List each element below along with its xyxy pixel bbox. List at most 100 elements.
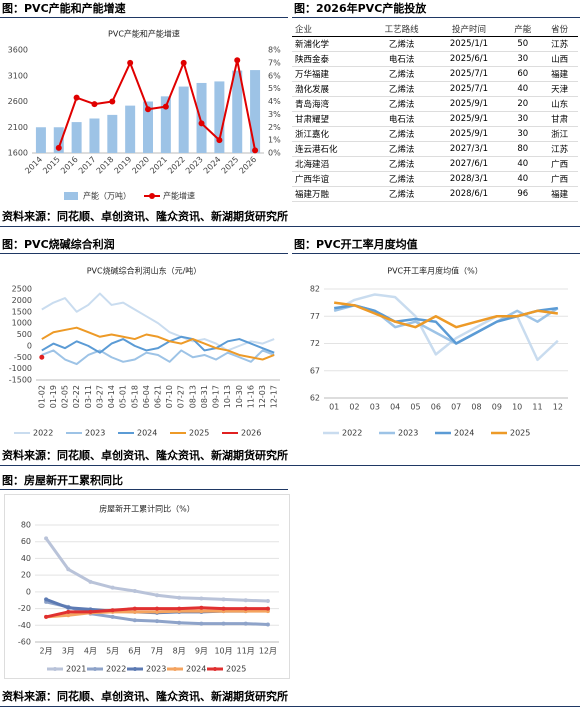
x-tick-label: 04	[390, 403, 400, 412]
x-tick-label: 01-19	[49, 385, 58, 408]
source: 资料来源：同花顺、卓创资讯、隆众资讯、新湖期货研究所	[0, 208, 580, 227]
y-tick-label: -1500	[9, 376, 32, 385]
y-tick-label: 500	[17, 330, 32, 339]
x-tick-label: 06-04	[142, 385, 151, 408]
x-tick-label: 6月	[128, 647, 141, 656]
legend-label: 2025	[189, 429, 209, 438]
marker	[73, 94, 80, 101]
x-tick-label: 7月	[150, 647, 163, 656]
table-row: 新浦化学 乙烯法 2025/1/1 50 江苏	[292, 36, 578, 52]
marker	[162, 103, 169, 110]
marker	[110, 614, 115, 619]
y-tick-label: 7%	[268, 58, 281, 67]
heading: 图：PVC烧碱综合利润	[0, 236, 288, 254]
marker	[44, 597, 49, 602]
marker	[221, 606, 226, 611]
table-cell: 企业	[292, 22, 370, 37]
marker	[66, 609, 71, 614]
legend-label: 2023	[85, 429, 105, 438]
bar	[71, 122, 82, 153]
y-tick-label: 1000	[12, 319, 32, 328]
marker	[155, 609, 159, 614]
marker	[265, 599, 270, 604]
table-cell: 2025/9/1	[433, 96, 505, 112]
y-tick-label: 2100	[8, 123, 28, 132]
table-cell: 投产时间	[433, 22, 505, 37]
legend-label: 2022	[342, 429, 362, 438]
marker	[221, 621, 226, 626]
x-tick-label: 03	[370, 403, 380, 412]
x-tick-label: 02-22	[72, 385, 81, 408]
source: 资料来源：同花顺、卓创资讯、隆众资讯、新湖期货研究所	[0, 447, 580, 466]
table-cell: 乙烯法	[369, 36, 434, 52]
bar	[53, 127, 64, 153]
x-tick-label: 10-13	[223, 385, 232, 408]
y-tick-label: -500	[14, 353, 32, 362]
chart-title: PVC产能和产能增速	[108, 29, 180, 39]
table-cell: 乙烯法	[369, 156, 434, 172]
marker	[109, 98, 116, 105]
y-tick-label: 2000	[12, 296, 32, 305]
legend-label: 产能（万吨）	[83, 191, 131, 201]
y-tick-label: 3100	[8, 71, 28, 80]
y-tick-label: 40	[21, 554, 31, 563]
marker	[180, 59, 187, 66]
legend-label: 2022	[106, 665, 126, 674]
y-tick-label: -1000	[9, 364, 32, 373]
chart-title: 房屋新开工累计同比（%）	[99, 504, 195, 514]
table-row: 万华福建 乙烯法 2025/7/1 60 福建	[292, 66, 578, 82]
bar	[160, 96, 171, 153]
x-tick-label: 02	[349, 403, 359, 412]
x-tick-label: 2024	[202, 155, 223, 176]
legend-label: 2024	[137, 429, 157, 438]
table-cell: 福建	[541, 66, 578, 82]
marker	[199, 609, 204, 614]
x-tick-label: 08	[471, 403, 481, 412]
table-cell: 连云港石化	[292, 141, 370, 157]
x-tick-label: 2020	[130, 155, 151, 176]
y-tick-label: -60	[18, 638, 31, 647]
table-cell: 产能	[504, 22, 542, 37]
table-box: 企业 工艺路线 投产时间 产能 省份 新浦化学 乙烯法 2025/1/1 50 江苏 陕西金泰 电石法…	[292, 22, 578, 202]
y-tick-label: 2%	[268, 123, 281, 132]
marker	[155, 606, 159, 611]
table-row: 广西华谊 乙烯法 2028/3/1 40 广西	[292, 171, 578, 187]
x-tick-label: 02-05	[61, 385, 70, 408]
source: 资料来源：同花顺、卓创资讯、隆众资讯、新湖期货研究所	[0, 688, 580, 707]
table-cell: 甘肃耀望	[292, 111, 370, 127]
y-tick-label: 72	[310, 339, 320, 348]
table-cell: 电石法	[369, 51, 434, 67]
bar	[143, 101, 153, 153]
x-tick-label: 05-18	[130, 385, 139, 408]
heading: 图：PVC开工率月度均值	[292, 236, 580, 254]
series-line	[41, 326, 275, 361]
table-cell: 2028/3/1	[433, 171, 505, 187]
table-cell: 北海建滔	[292, 156, 370, 172]
x-tick-label: 2025	[220, 155, 241, 176]
x-tick-label: 04-14	[107, 385, 116, 408]
table-cell: 乙烯法	[369, 81, 434, 97]
x-tick-label: 03-11	[84, 385, 93, 408]
table-cell: 50	[504, 36, 542, 52]
marker	[252, 147, 259, 154]
x-tick-label: 11月	[237, 647, 255, 656]
table-cell: 广西华谊	[292, 171, 370, 187]
x-tick-label: 2023	[184, 155, 205, 176]
table-cell: 浙江	[541, 126, 578, 142]
marker	[155, 593, 159, 598]
chart-title: PVC开工率月度均值（%）	[387, 266, 482, 276]
bar	[125, 105, 136, 153]
legend-label: 2023	[398, 429, 418, 438]
table-cell: 万华福建	[292, 66, 370, 82]
marker	[88, 609, 93, 614]
legend-label: 2025	[510, 429, 530, 438]
x-tick-label: 3月	[62, 647, 75, 656]
table-row: 青岛海湾 乙烯法 2025/9/1 20 山东	[292, 96, 578, 112]
x-tick-label: 11	[532, 403, 542, 412]
y-tick-label: 2500	[12, 285, 32, 294]
table-cell: 96	[504, 186, 542, 202]
marker	[127, 59, 134, 66]
table: 企业 工艺路线 投产时间 产能 省份 新浦化学 乙烯法 2025/1/1 50 江苏 陕西金泰 电石法…	[292, 22, 578, 202]
x-tick-label: 09	[492, 403, 502, 412]
